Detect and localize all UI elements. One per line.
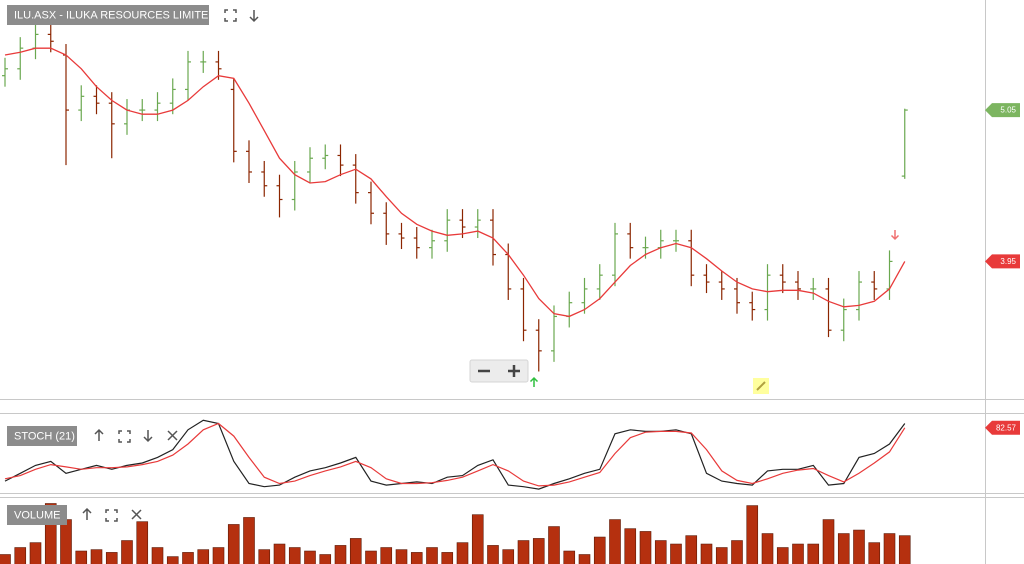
indicator-title: VOLUME — [14, 509, 60, 521]
moving-average-line — [4, 47, 906, 318]
volume-bar — [410, 552, 423, 564]
move-down-icon[interactable] — [249, 10, 259, 23]
title-box — [7, 426, 77, 446]
marks-layer: 5.05 3.95 82.57 — [0, 23, 1020, 564]
volume-bar — [227, 524, 240, 564]
volume-bar — [380, 547, 393, 564]
volume-bar — [182, 552, 194, 564]
volume-bar — [898, 535, 911, 564]
volume-bar — [471, 514, 484, 564]
volume-bar — [304, 550, 316, 564]
volume-bar — [14, 547, 27, 564]
volume-bar — [136, 521, 149, 564]
volume-bar — [29, 542, 42, 564]
expand-icon[interactable] — [118, 430, 131, 443]
volume-bar — [395, 549, 408, 564]
volume-bar — [243, 517, 255, 564]
volume-bar — [670, 543, 682, 564]
volume-bar — [609, 519, 621, 564]
volume-bar — [273, 543, 286, 564]
volume-bar — [807, 543, 820, 564]
volume-bar — [868, 542, 881, 564]
volume-bar — [593, 536, 606, 564]
value-tag-label: 82.57 — [996, 423, 1017, 432]
pencil-icon — [756, 381, 766, 391]
volume-bar — [44, 503, 57, 564]
move-down-icon[interactable] — [143, 430, 153, 443]
volume-bar — [456, 542, 469, 564]
volume-bar — [0, 554, 11, 564]
volume-bar — [700, 543, 713, 564]
volume-bar — [365, 550, 377, 564]
volume-bar — [441, 552, 454, 564]
move-up-icon[interactable] — [82, 507, 92, 520]
value-tag-label: 5.05 — [1000, 106, 1016, 115]
volume-bar — [349, 538, 362, 564]
volume-bar — [731, 540, 743, 564]
volume-bar — [532, 538, 545, 564]
volume-bar — [151, 547, 164, 564]
expand-icon[interactable] — [105, 509, 118, 522]
volume-bar — [197, 549, 210, 564]
chart-title: ILU.ASX - ILUKA RESOURCES LIMITED — [14, 9, 216, 21]
zoom-in-button[interactable] — [508, 365, 520, 377]
overlay: ILU.ASX - ILUKA RESOURCES LIMITED STOCH … — [7, 5, 900, 525]
volume-bar — [90, 549, 103, 564]
volume-bar — [761, 533, 774, 564]
volume-bar — [837, 533, 850, 564]
volume-bar — [792, 543, 804, 564]
volume-bar — [60, 519, 72, 564]
stoch-d-line — [4, 422, 906, 487]
indicator-title: STOCH (21) — [14, 430, 75, 442]
volume-bar — [624, 528, 637, 564]
close-icon[interactable] — [131, 509, 142, 520]
volume-bar — [548, 526, 560, 564]
volume-bar — [105, 552, 118, 564]
volume-bar — [502, 549, 515, 564]
volume-bar — [715, 547, 728, 564]
expand-icon[interactable] — [224, 9, 237, 22]
volume-bar — [685, 535, 698, 564]
volume-bar — [517, 540, 530, 564]
move-up-icon[interactable] — [94, 428, 104, 441]
sell-signal-arrow — [890, 230, 900, 241]
volume-bar — [822, 519, 835, 564]
close-icon[interactable] — [167, 430, 178, 441]
value-tag — [985, 254, 1020, 269]
volume-bar — [426, 547, 438, 564]
buy-signal-arrow — [529, 376, 539, 387]
value-tag-label: 3.95 — [1000, 257, 1016, 266]
volume-bar — [334, 545, 347, 564]
volume-bar — [563, 550, 576, 564]
volume-bar — [288, 547, 301, 564]
volume-bar — [166, 556, 179, 564]
value-tag — [985, 103, 1020, 118]
title-box — [7, 505, 67, 525]
volume-bar — [487, 545, 499, 564]
volume-bar — [639, 531, 652, 564]
volume-bar — [853, 529, 865, 564]
volume-bar — [212, 547, 225, 564]
volume-bar — [578, 554, 591, 564]
volume-bar — [654, 540, 667, 564]
volume-bar — [319, 554, 332, 564]
volume-bar — [75, 550, 88, 564]
volume-bar — [883, 533, 896, 564]
volume-bar — [121, 540, 133, 564]
volume-bar — [776, 547, 789, 564]
title-box — [7, 5, 209, 25]
value-tag — [985, 420, 1020, 435]
volume-bar — [746, 505, 759, 564]
volume-bar — [258, 549, 271, 564]
